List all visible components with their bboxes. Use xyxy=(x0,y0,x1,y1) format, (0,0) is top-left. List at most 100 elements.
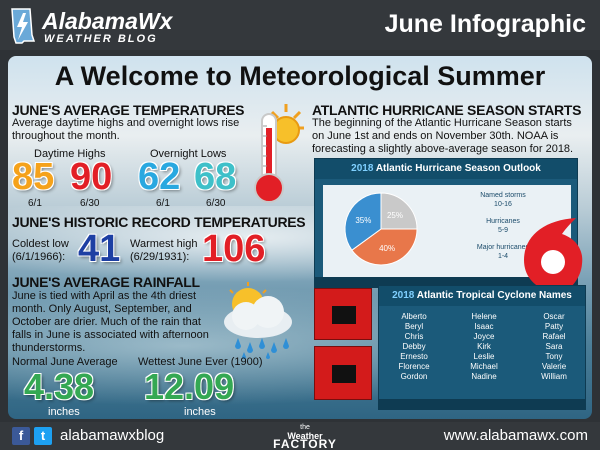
major-hurricanes-label: Major hurricanes xyxy=(476,244,530,251)
coldest-value: 41 xyxy=(78,228,121,270)
storm-name: Joyce xyxy=(473,332,495,341)
footer: f t alabamawxblog the Weather FACTORY ww… xyxy=(0,422,600,450)
outlook-ranges: Named storms 10-16 Hurricanes 5-9 Major … xyxy=(443,191,563,261)
names-footer-bar xyxy=(379,399,585,409)
hurricane-body: The beginning of the Atlantic Hurricane … xyxy=(312,117,574,155)
outlook-content: 25% 40% 35% Named storms 10-16 Hurricanes … xyxy=(323,185,571,277)
high-date-2: 6/30 xyxy=(80,198,100,209)
overnight-lows-label: Overnight Lows xyxy=(150,148,227,160)
warmest-label: Warmest high xyxy=(130,238,198,250)
high-june1-value: 85 xyxy=(12,156,55,198)
temps-heading: JUNE'S AVERAGE TEMPERATURES xyxy=(12,102,245,118)
coldest-date: (6/1/1966): xyxy=(12,251,66,263)
outlook-title: Atlantic Hurricane Season Outlook xyxy=(375,163,541,174)
brand-title: AlabamaWx xyxy=(42,8,173,34)
outlook-header: 2018 Atlantic Hurricane Season Outlook xyxy=(315,159,577,179)
names-column-2: Helene Isaac Joyce Kirk Leslie Michael Nadine xyxy=(459,312,509,382)
rainfall-body: June is tied with April as the 4th dries… xyxy=(12,290,209,354)
brand-subtitle: WEATHER BLOG xyxy=(44,33,158,45)
storm-name: Michael xyxy=(470,362,498,371)
high-june30-value: 90 xyxy=(70,156,113,198)
pie-slice-label: 35% xyxy=(355,216,371,225)
names-title: Atlantic Tropical Cyclone Names xyxy=(416,290,572,301)
storm-name: Gordon xyxy=(400,372,428,381)
warmest-value: 106 xyxy=(202,228,266,270)
storm-name: Valerie xyxy=(541,362,567,371)
names-column-3: Oscar Patty Rafael Sara Tony Valerie William xyxy=(529,312,579,382)
facebook-icon[interactable]: f xyxy=(12,427,30,445)
cyclone-names-image: 2018 Atlantic Tropical Cyclone Names Alb… xyxy=(378,285,586,410)
flag-center-square xyxy=(332,365,356,383)
pie-slice xyxy=(344,192,382,251)
names-header: 2018 Atlantic Tropical Cyclone Names xyxy=(379,286,585,306)
thermometer-sun-icon xyxy=(254,104,304,203)
rainfall-heading: JUNE'S AVERAGE RAINFALL xyxy=(12,274,200,290)
storm-name: Oscar xyxy=(543,312,565,321)
content-panel: A Welcome to Meteorological Summer JUNE'… xyxy=(8,56,592,419)
pie-slice-label: 40% xyxy=(379,244,395,253)
storm-name: Leslie xyxy=(473,352,495,361)
temps-body: Average daytime highs and overnight lows… xyxy=(12,117,240,142)
website-link[interactable]: www.alabamawx.com xyxy=(443,427,588,444)
twitter-icon[interactable]: t xyxy=(34,427,52,445)
outlook-footer-bar xyxy=(315,277,577,287)
high-date-1: 6/1 xyxy=(28,198,42,209)
low-date-2: 6/30 xyxy=(206,198,226,209)
warmest-date: (6/29/1931): xyxy=(130,251,190,263)
named-storms-range: 10-16 xyxy=(494,201,512,208)
social-handle[interactable]: alabamawxblog xyxy=(60,427,165,444)
normal-rain-value: 4.38 xyxy=(24,366,95,407)
storm-name: Isaac xyxy=(474,322,494,331)
names-year: 2018 xyxy=(392,290,415,301)
names-column-1: Alberto Beryl Chris Debby Ernesto Florence Gor… xyxy=(389,312,439,382)
storm-name: Alberto xyxy=(401,312,427,321)
storm-name: William xyxy=(541,372,567,381)
major-hurricanes-range: 1-4 xyxy=(497,253,509,260)
hurricane-warning-flag-icon xyxy=(314,346,372,400)
storm-name: Florence xyxy=(398,362,430,371)
hurricanes-label: Hurricanes xyxy=(486,218,520,225)
rain-cloud-icon xyxy=(224,282,292,359)
low-date-1: 6/1 xyxy=(156,198,170,209)
main-title: A Welcome to Meteorological Summer xyxy=(54,61,546,91)
weather-factory-logo: the Weather FACTORY xyxy=(270,424,340,450)
storm-name: Sara xyxy=(545,342,563,351)
storm-name: Debby xyxy=(402,342,426,351)
storm-name: Chris xyxy=(404,332,424,341)
flag-center-square xyxy=(332,306,356,324)
storm-name: Tony xyxy=(545,352,563,361)
pie-slice-label: 25% xyxy=(387,211,403,220)
hurricane-symbol-icon xyxy=(522,218,583,306)
storm-name: Patty xyxy=(544,322,564,331)
low-june1-value: 62 xyxy=(138,156,181,198)
pie-slice xyxy=(380,192,418,230)
hurricanes-range: 5-9 xyxy=(497,227,509,234)
low-june30-value: 68 xyxy=(194,156,237,198)
header: AlabamaWx WEATHER BLOG June Infographic xyxy=(0,0,600,50)
outlook-year: 2018 xyxy=(351,163,374,174)
storm-name: Rafael xyxy=(542,332,566,341)
wettest-june-value: 12.09 xyxy=(144,366,235,407)
storm-name: Helene xyxy=(471,312,497,321)
wettest-june-unit: inches xyxy=(184,406,216,418)
logo-factory: FACTORY xyxy=(273,437,337,450)
hurricane-warning-flag-icon xyxy=(314,288,372,340)
records-heading: JUNE'S HISTORIC RECORD TEMPERATURES xyxy=(12,214,306,230)
storm-name: Nadine xyxy=(471,372,497,381)
daytime-highs-label: Daytime Highs xyxy=(34,148,106,160)
named-storms-label: Named storms xyxy=(480,192,526,199)
storm-name: Ernesto xyxy=(400,352,428,361)
wettest-june-label: Wettest June Ever (1900) xyxy=(138,356,263,368)
hurricane-heading: ATLANTIC HURRICANE SEASON STARTS xyxy=(312,102,582,118)
logo-weather: Weather xyxy=(287,431,323,441)
normal-rain-label: Normal June Average xyxy=(12,356,118,368)
season-probability-pie: 25% 40% 35% xyxy=(344,192,418,266)
pie-slice xyxy=(351,228,418,266)
logo-the: the xyxy=(300,424,310,431)
storm-name: Kirk xyxy=(477,342,491,351)
normal-rain-unit: inches xyxy=(48,406,80,418)
page-title: June Infographic xyxy=(384,10,586,38)
alabama-logo-icon xyxy=(11,8,36,44)
coldest-label: Coldest low xyxy=(12,238,69,250)
